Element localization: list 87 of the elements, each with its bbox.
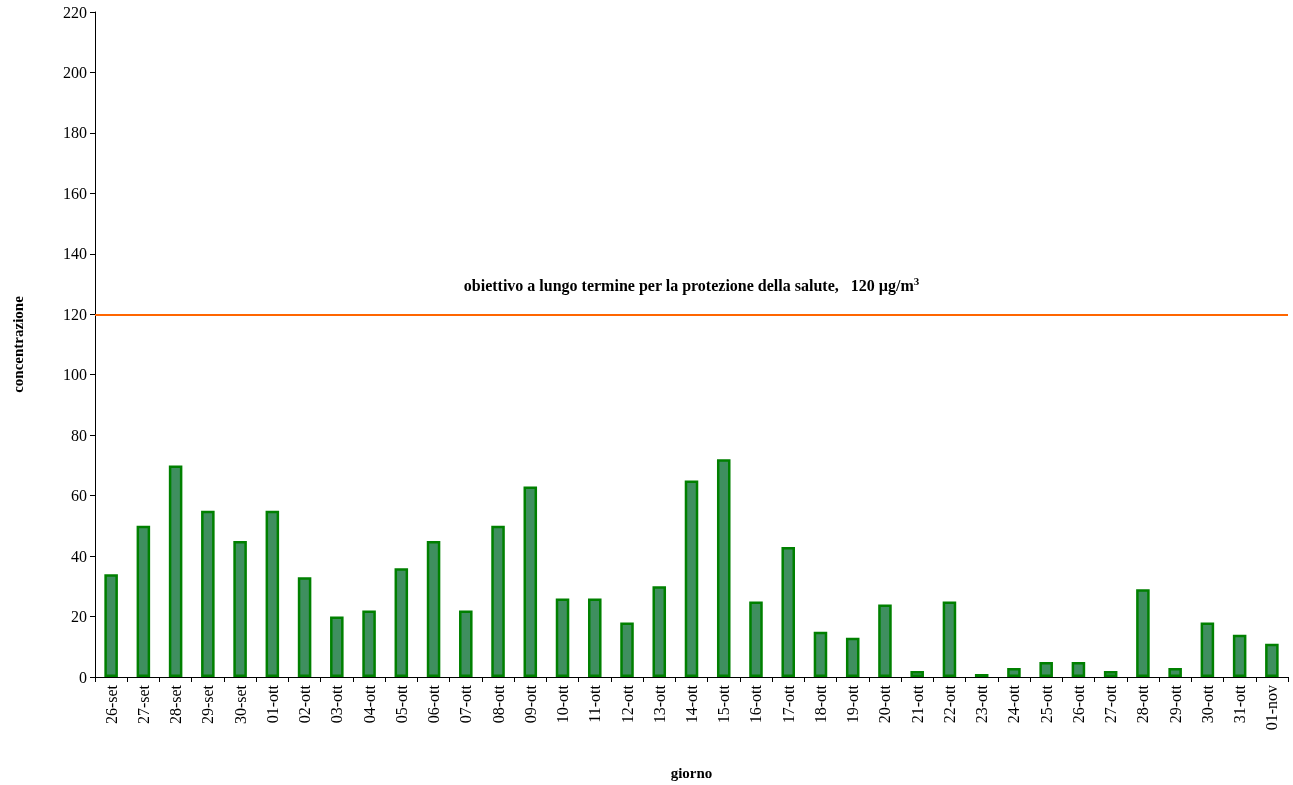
y-tick-label: 100 [63, 366, 87, 384]
y-tick-label: 0 [79, 668, 87, 686]
y-tick-label: 80 [71, 426, 87, 444]
x-tick-label: 18-ott [811, 684, 829, 724]
x-tick-label: 17-ott [779, 684, 797, 724]
x-tick-label: 01-nov [1263, 685, 1281, 731]
bar [910, 670, 924, 677]
x-tick-label: 29-ott [1166, 684, 1184, 724]
y-tick-label: 120 [63, 305, 87, 323]
y-axis-title: concentrazione [9, 295, 26, 393]
bar [1071, 661, 1086, 677]
bar [201, 510, 215, 677]
x-tick-label: 27-set [134, 684, 152, 725]
bar [491, 525, 505, 677]
x-tick-label: 24-ott [1005, 684, 1023, 724]
bar [523, 486, 538, 677]
x-tick-label: 13-ott [650, 684, 668, 724]
bar [716, 459, 731, 677]
x-tick-label: 19-ott [844, 684, 862, 724]
x-tick-label: 27-ott [1102, 684, 1120, 724]
y-tick-label: 40 [71, 547, 87, 565]
bar [781, 547, 795, 677]
bar [749, 601, 763, 677]
x-tick-label: 02-ott [296, 684, 314, 724]
x-tick-label: 30-ott [1198, 684, 1216, 724]
bar [588, 598, 602, 677]
bar [1168, 667, 1182, 677]
bar [168, 465, 183, 677]
bar [1039, 661, 1053, 677]
bar [1200, 622, 1215, 677]
x-tick-label: 25-ott [1037, 684, 1055, 724]
x-tick-label: 28-ott [1134, 684, 1152, 724]
y-tick-label: 160 [63, 184, 87, 202]
y-tick-label: 220 [63, 3, 87, 21]
bar [555, 598, 570, 677]
bar [620, 622, 634, 677]
x-tick-label: 07-ott [457, 684, 475, 724]
x-tick-label: 05-ott [392, 684, 410, 724]
y-tick-label: 60 [71, 487, 87, 505]
x-tick-label: 16-ott [747, 684, 765, 724]
x-tick-label: 08-ott [489, 684, 507, 724]
y-tick-label: 140 [63, 245, 87, 263]
x-tick-label: 22-ott [940, 684, 958, 724]
bar [845, 637, 860, 677]
x-tick-label: 03-ott [328, 684, 346, 724]
bar [394, 568, 409, 677]
x-tick-label: 04-ott [360, 684, 378, 724]
bar [1136, 589, 1150, 677]
bar [652, 586, 667, 677]
x-tick-label: 31-ott [1231, 684, 1249, 724]
y-tick-label: 200 [63, 63, 87, 81]
bar [233, 540, 247, 677]
bar [684, 480, 699, 677]
bar [1007, 667, 1021, 677]
bar [459, 610, 473, 677]
x-tick-label: 10-ott [554, 684, 572, 724]
x-tick-label: 12-ott [618, 684, 636, 724]
bar [1103, 670, 1118, 677]
bar [878, 604, 892, 677]
x-tick-label: 29-set [199, 684, 217, 725]
bar [1232, 634, 1247, 677]
x-tick-label: 11-ott [586, 684, 604, 723]
bar [362, 610, 376, 677]
x-tick-label: 01-ott [263, 684, 281, 724]
bar [297, 577, 312, 677]
bar [813, 631, 828, 677]
bar [426, 540, 441, 677]
x-tick-label: 26-set [102, 684, 120, 725]
x-tick-label: 30-set [231, 684, 249, 725]
x-tick-label: 15-ott [715, 684, 733, 724]
bar [136, 525, 151, 677]
x-axis-title: giorno [670, 764, 713, 781]
x-tick-label: 26-ott [1069, 684, 1087, 724]
x-tick-label: 14-ott [683, 684, 700, 724]
x-tick-label: 21-ott [908, 684, 926, 724]
x-tick-label: 06-ott [425, 684, 443, 724]
x-tick-label: 20-ott [876, 684, 894, 724]
bar [104, 574, 118, 677]
y-tick-label: 180 [63, 124, 87, 142]
bar [942, 601, 957, 677]
bar [265, 510, 280, 677]
y-tick-label: 20 [71, 608, 87, 626]
bar [330, 616, 344, 677]
x-tick-label: 23-ott [973, 684, 991, 724]
x-tick-label: 28-set [167, 684, 185, 725]
x-tick-label: 09-ott [521, 684, 539, 724]
bar [1265, 643, 1279, 677]
